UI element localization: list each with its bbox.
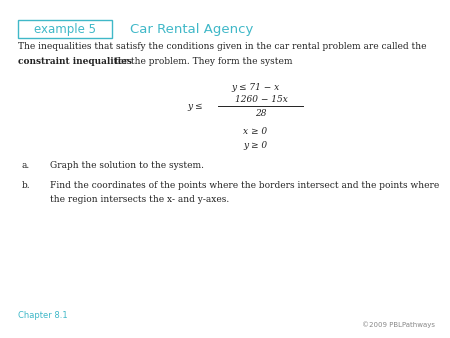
- FancyBboxPatch shape: [18, 20, 112, 38]
- Text: The inequalities that satisfy the conditions given in the car rental problem are: The inequalities that satisfy the condit…: [18, 42, 427, 51]
- Text: y ≤ 71 − x: y ≤ 71 − x: [231, 82, 279, 92]
- Text: constraint inequalities: constraint inequalities: [18, 56, 132, 66]
- Text: b.: b.: [22, 180, 31, 190]
- Text: ©2009 PBLPathways: ©2009 PBLPathways: [362, 321, 435, 328]
- Text: Car Rental Agency: Car Rental Agency: [130, 23, 253, 35]
- Text: y ≤: y ≤: [188, 102, 203, 111]
- Text: example 5: example 5: [34, 23, 96, 35]
- Text: Find the coordinates of the points where the borders intersect and the points wh: Find the coordinates of the points where…: [50, 180, 439, 190]
- Text: y ≥ 0: y ≥ 0: [243, 141, 267, 149]
- Text: a.: a.: [22, 161, 30, 169]
- Text: 28: 28: [255, 108, 267, 118]
- Text: the region intersects the x- and y-axes.: the region intersects the x- and y-axes.: [50, 195, 229, 204]
- Text: x ≥ 0: x ≥ 0: [243, 126, 267, 136]
- Text: Graph the solution to the system.: Graph the solution to the system.: [50, 161, 204, 169]
- Text: Chapter 8.1: Chapter 8.1: [18, 311, 68, 320]
- Text: for the problem. They form the system: for the problem. They form the system: [112, 56, 292, 66]
- Text: 1260 − 15x: 1260 − 15x: [234, 95, 288, 103]
